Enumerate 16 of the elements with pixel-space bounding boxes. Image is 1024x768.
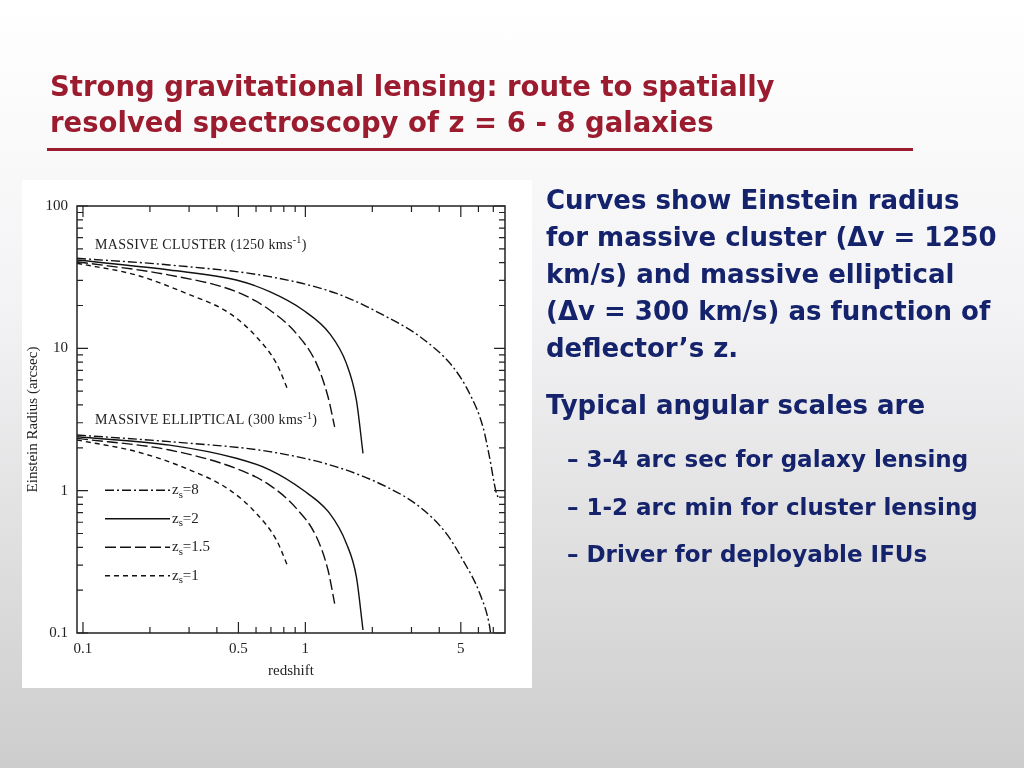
y-tick-label: 10 xyxy=(53,339,68,356)
text: – 3-4 arc sec for galaxy lensing xyxy=(567,445,970,474)
y-tick-label: 100 xyxy=(45,196,68,213)
y-tick-label: 0.1 xyxy=(49,623,68,640)
x-tick-label: 0.5 xyxy=(229,639,248,656)
x-tick-label: 0.1 xyxy=(73,639,93,656)
x-tick-label: 5 xyxy=(457,639,465,656)
text: Typical angular scales are xyxy=(546,389,927,422)
text: – 1-2 arc min for cluster lensing xyxy=(567,492,979,522)
y-tick-label: 1 xyxy=(60,481,68,498)
y-axis-title: Einstein Radius (arcsec) xyxy=(23,346,41,493)
text: Curves show Einstein radius for massive cluster (Δv = 1250 km/s) and massive elliptical (Δv = 300 km/s) as function of deflector’s z. xyxy=(546,184,998,365)
chart-title: Strong gravitational lensing: route to spatially resolved spectroscopy of z = 6 - 8 galaxies xyxy=(50,69,776,140)
text: – Driver for deployable IFUs xyxy=(567,540,929,569)
x-axis-title: redshift xyxy=(268,661,315,678)
x-tick-label: 1 xyxy=(301,639,310,656)
